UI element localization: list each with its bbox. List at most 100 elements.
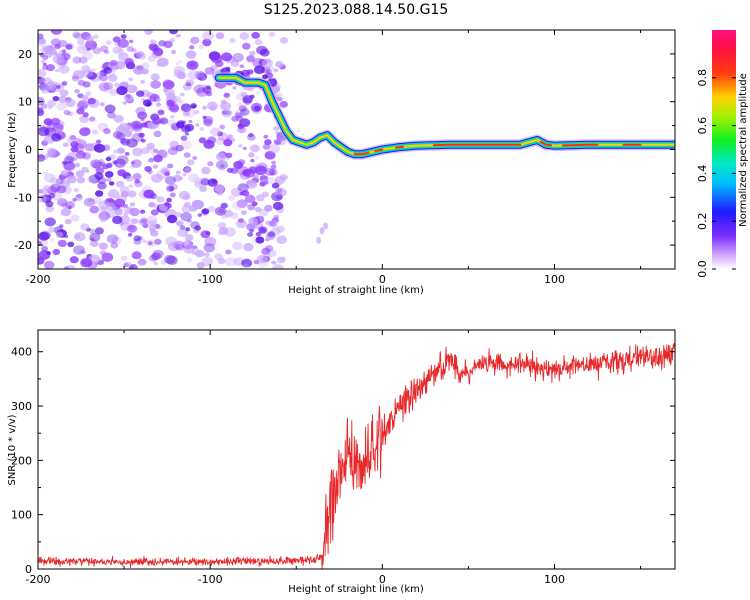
noise-speckle	[275, 61, 284, 68]
noise-speckle	[111, 236, 122, 245]
noise-speckle	[140, 79, 146, 84]
noise-speckle	[180, 212, 192, 222]
noise-speckle	[231, 200, 244, 211]
noise-speckle	[221, 213, 228, 219]
spectrogram-y-axis-label: Frequency (Hz)	[7, 112, 18, 188]
noise-speckle	[197, 213, 202, 217]
noise-speckle	[40, 87, 50, 94]
noise-speckle	[100, 217, 107, 223]
noise-speckle	[225, 249, 232, 255]
noise-speckle	[199, 186, 208, 193]
noise-speckle	[46, 64, 55, 72]
noise-speckle	[75, 170, 85, 178]
noise-speckle	[70, 156, 77, 162]
noise-speckle	[249, 229, 254, 233]
noise-speckle	[168, 186, 175, 192]
noise-speckle	[175, 211, 182, 218]
noise-speckle	[136, 90, 145, 97]
ridge-peak	[353, 151, 370, 156]
noise-speckle	[235, 112, 243, 119]
noise-speckle	[69, 135, 77, 141]
noise-speckle	[220, 101, 232, 111]
ridge-peak	[374, 148, 384, 153]
noise-speckle	[202, 86, 212, 94]
noise-speckle	[166, 255, 178, 265]
noise-speckle	[241, 190, 250, 197]
noise-speckle	[130, 161, 135, 165]
noise-speckle	[52, 96, 60, 102]
noise-speckle	[107, 111, 116, 119]
noise-speckle	[198, 44, 204, 49]
colorbar-label: Normalized spectral amplitude	[738, 73, 749, 227]
noise-speckle	[319, 227, 325, 235]
noise-speckle	[89, 228, 96, 234]
noise-speckle	[109, 59, 118, 66]
noise-speckle	[232, 52, 244, 62]
noise-speckle	[151, 252, 162, 261]
noise-speckle	[73, 70, 85, 80]
noise-speckle	[38, 153, 45, 159]
noise-speckle	[43, 44, 56, 55]
noise-speckle	[176, 33, 181, 38]
noise-speckle	[102, 84, 113, 94]
noise-speckle	[138, 219, 146, 225]
noise-speckle	[131, 251, 142, 260]
noise-speckle	[193, 227, 200, 234]
noise-speckle	[105, 177, 112, 182]
noise-speckle	[235, 115, 244, 122]
noise-speckle	[187, 159, 195, 166]
noise-speckle	[144, 30, 153, 35]
noise-speckle	[66, 137, 74, 144]
noise-speckle	[113, 149, 119, 154]
noise-speckle	[42, 171, 48, 176]
noise-speckle	[251, 201, 258, 207]
spectrogram-x-axis-label: Height of straight line (km)	[288, 285, 424, 296]
noise-speckle	[140, 117, 145, 122]
noise-speckle	[119, 222, 124, 226]
noise-speckle	[275, 194, 283, 200]
noise-speckle	[184, 167, 192, 173]
y-tick-label: 400	[11, 346, 32, 359]
noise-speckle	[65, 201, 75, 209]
noise-speckle	[199, 126, 205, 131]
noise-speckle	[264, 180, 269, 185]
noise-speckle	[108, 181, 115, 186]
noise-speckle	[153, 238, 162, 245]
noise-speckle	[150, 80, 162, 89]
noise-speckle	[85, 40, 97, 50]
x-tick-label: 0	[379, 573, 386, 586]
noise-speckle	[54, 44, 61, 49]
noise-speckle	[92, 161, 103, 170]
noise-speckle	[45, 200, 54, 208]
ridge-peak	[433, 143, 522, 147]
y-tick-label: 0	[25, 144, 32, 157]
ridge-green	[216, 75, 675, 157]
noise-speckle	[99, 102, 105, 107]
noise-speckle	[167, 119, 177, 127]
noise-speckle	[102, 144, 111, 151]
noise-speckle	[104, 104, 116, 114]
noise-speckle	[218, 208, 225, 214]
noise-speckle	[178, 74, 185, 79]
noise-speckle	[72, 31, 81, 39]
noise-speckle	[173, 174, 182, 182]
noise-speckle	[42, 62, 47, 67]
noise-speckle	[55, 84, 61, 89]
noise-speckle	[192, 245, 198, 249]
noise-speckle	[124, 58, 134, 66]
y-tick-label: 10	[18, 96, 32, 109]
noise-speckle	[155, 97, 161, 102]
noise-speckle	[188, 173, 199, 183]
noise-speckle	[118, 52, 129, 61]
noise-speckle	[63, 266, 70, 269]
noise-speckle	[242, 42, 251, 50]
noise-speckle	[148, 157, 155, 163]
noise-speckle	[273, 125, 279, 131]
noise-speckle	[164, 171, 171, 177]
snr-frame	[37, 329, 676, 570]
colorbar-tick-label: 0.2	[696, 212, 709, 230]
noise-speckle	[216, 190, 224, 196]
noise-speckle	[46, 251, 51, 255]
noise-speckle	[144, 166, 152, 172]
